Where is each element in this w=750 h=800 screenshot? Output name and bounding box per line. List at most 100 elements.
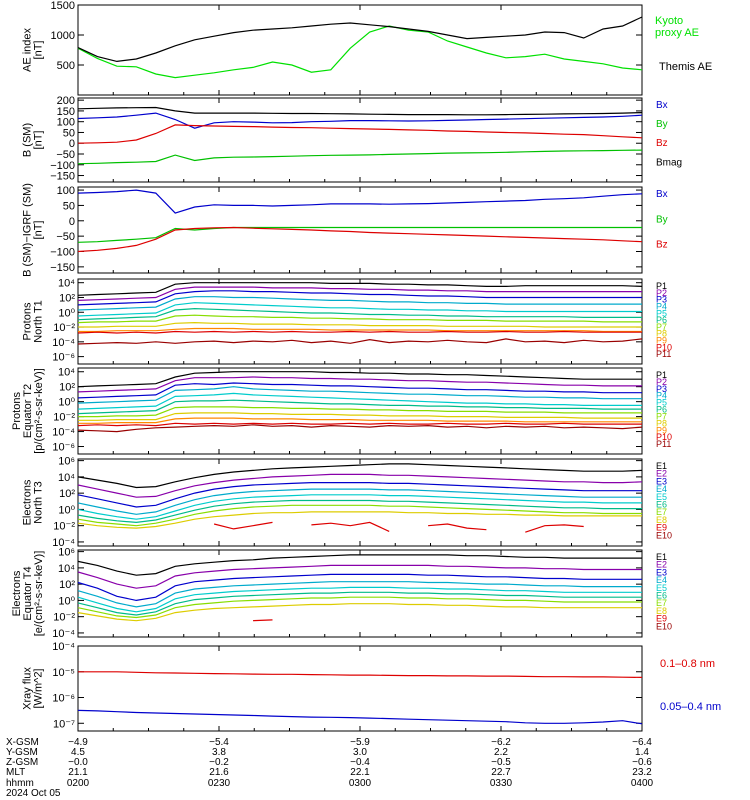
- series-line-bmag: [77, 106, 643, 116]
- legend-entry: P11: [656, 439, 671, 449]
- panel-8: 10⁻⁴ 10⁻⁵ 10⁻⁶ 10⁻⁷ Xray flux[W/m^2] 0.1–0.8 …: [22, 641, 721, 732]
- y-axis-label-line: Electrons: [11, 570, 23, 616]
- footer-value: 21.1: [68, 767, 88, 778]
- y-tick-label: 50: [63, 200, 75, 212]
- series-line-p3: [77, 290, 642, 306]
- footer-value: −0.4: [350, 757, 370, 768]
- series-line-p6: [77, 399, 642, 415]
- y-tick-label: 10⁻⁶: [52, 352, 75, 364]
- legend-entry: E5: [656, 583, 667, 593]
- y-axis-label: ElectronsEquator T4[e/(cm²-s-sr-keV)]: [11, 551, 45, 637]
- y-tick-label: 10⁴: [58, 278, 75, 290]
- legend-entry: E6: [656, 500, 667, 510]
- y-tick-label: 10⁻²: [53, 612, 75, 624]
- y-tick-label: −150: [50, 171, 75, 183]
- y-tick-label: 10⁻⁴: [52, 537, 75, 549]
- series-line-e1: [77, 554, 642, 576]
- y-axis-label-line: [e/(cm²-s-sr-keV)]: [33, 551, 45, 637]
- legend-entry: P5: [656, 308, 667, 318]
- y-tick-label: 200: [57, 95, 75, 107]
- legend-entry: By: [656, 119, 668, 130]
- series-line-p5: [77, 302, 642, 317]
- series-line-p11: [77, 424, 643, 433]
- footer-value: 1.4: [635, 747, 649, 758]
- footer-value: −5.9: [350, 737, 370, 748]
- y-axis-label-line: North T1: [33, 300, 45, 343]
- legend-entry: E3: [656, 567, 667, 577]
- series-line-kyoto-proxy-ae: [77, 25, 643, 79]
- legend-entry: P5: [656, 398, 667, 408]
- y-tick-label: 150: [57, 106, 75, 118]
- y-tick-label: 0: [69, 216, 75, 228]
- series-line-p11: [77, 338, 643, 345]
- footer-value: −5.4: [209, 737, 229, 748]
- footer-row-label: Z-GSM: [6, 757, 38, 768]
- series-line-p10: [77, 330, 642, 334]
- footer-value: 4.5: [71, 747, 85, 758]
- legend-entry: proxy AE: [655, 27, 699, 39]
- series-line-p10: [77, 422, 642, 427]
- y-axis-label-line: Electrons: [22, 479, 34, 525]
- legend-entry: 0.1–0.8 nm: [660, 658, 715, 670]
- y-tick-label: 10⁴: [58, 563, 75, 575]
- y-tick-label: 10⁻⁷: [53, 718, 75, 730]
- y-axis-label-line: North T3: [33, 481, 45, 524]
- legend-entry: E2: [656, 560, 667, 570]
- y-tick-label: 10⁶: [58, 547, 75, 559]
- series-line-bx: [77, 112, 643, 129]
- y-tick-label: 100: [57, 185, 75, 197]
- series-line-e5: [77, 494, 642, 520]
- footer-value: 0330: [490, 778, 513, 789]
- legend-entry: P10: [656, 432, 672, 442]
- legend-entry: P3: [656, 384, 667, 394]
- footer-value: 3.8: [212, 747, 226, 758]
- y-tick-label: −150: [50, 262, 75, 274]
- footer-row-label: MLT: [6, 767, 25, 778]
- legend-entry: P7: [656, 411, 667, 421]
- y-tick-label: 10²: [59, 488, 75, 500]
- series-line-e4: [77, 488, 642, 515]
- legend-entry: Kyoto: [655, 15, 683, 27]
- legend-entry: P9: [656, 336, 667, 346]
- legend-entry: P6: [656, 315, 667, 325]
- legend-entry: P1: [656, 370, 667, 380]
- legend-entry: E5: [656, 492, 667, 502]
- series-line-e7: [77, 504, 642, 527]
- y-tick-label: 10⁴: [58, 472, 75, 484]
- series-line-e6: [77, 591, 642, 616]
- footer-value: −4.9: [68, 737, 88, 748]
- y-axis-label: Xray flux[W/m^2]: [22, 667, 45, 710]
- y-axis-label-line: [nT]: [33, 41, 45, 60]
- series-line-p9: [78, 417, 642, 424]
- legend-entry: Bz: [656, 138, 668, 149]
- legend-entry: E4: [656, 575, 667, 585]
- y-tick-label: 50: [63, 127, 75, 139]
- y-tick-label: 10⁻⁶: [52, 442, 75, 454]
- y-axis-label: ElectronsNorth T3: [22, 479, 45, 525]
- legend-entry: E3: [656, 476, 667, 486]
- footer-row-label: hhmm: [6, 778, 34, 789]
- footer-value: 0400: [631, 778, 654, 789]
- legend-entry: P4: [656, 301, 667, 311]
- y-axis-label-line: [p/(cm²-s-sr-keV)]: [33, 368, 45, 454]
- y-tick-label: 10⁻²: [53, 412, 75, 424]
- legend-entry: P6: [656, 405, 667, 415]
- legend-entry: P2: [656, 377, 667, 387]
- y-axis-label-line: Protons: [11, 392, 23, 430]
- y-tick-label: 10⁰: [58, 307, 75, 319]
- legend-entry: P8: [656, 418, 667, 428]
- series-line-by: [77, 149, 643, 165]
- y-axis-label: ProtonsNorth T1: [22, 300, 45, 343]
- series-line-by: [77, 226, 642, 243]
- y-tick-label: 10⁻⁶: [52, 693, 75, 705]
- legend-entry: By: [656, 214, 668, 225]
- legend-entry: 0.05–0.4 nm: [660, 701, 721, 713]
- series-line-p1: [77, 282, 643, 296]
- series-line-e3: [77, 573, 642, 602]
- y-tick-label: 10⁴: [58, 367, 75, 379]
- legend-entry: Bz: [656, 240, 668, 251]
- series-line-e9: [525, 524, 584, 533]
